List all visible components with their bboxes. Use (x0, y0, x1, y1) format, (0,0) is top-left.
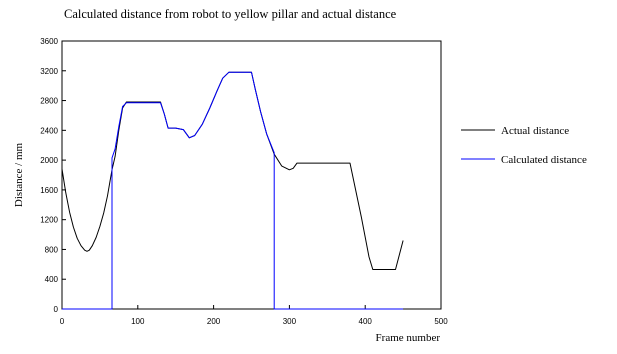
x-tick-label: 100 (131, 317, 145, 326)
y-tick-label: 2400 (40, 126, 58, 135)
series-layer (61, 71, 404, 310)
y-tick-label: 1200 (40, 216, 58, 225)
x-tick-label: 0 (60, 317, 65, 326)
y-tick-label: 400 (45, 275, 59, 284)
x-axis-label: Frame number (376, 332, 441, 344)
series-line-calculated-distance (62, 71, 404, 310)
series-line-actual-distance (61, 71, 404, 270)
chart-title: Calculated distance from robot to yellow… (64, 7, 397, 21)
x-tick-label: 500 (434, 317, 448, 326)
y-tick-label: 2800 (40, 97, 58, 106)
y-tick-label: 3200 (40, 67, 58, 76)
x-tick-label: 200 (207, 317, 221, 326)
y-tick-label: 0 (54, 305, 59, 314)
y-tick-label: 1600 (40, 186, 58, 195)
legend: Actual distance Calculated distance (461, 125, 587, 166)
axis-ticks: 0 400 800 1200 1600 2000 2400 2800 3200 3600 0 100 2… (40, 37, 448, 326)
y-axis-label: Distance / mm (13, 142, 25, 207)
y-tick-label: 800 (45, 245, 59, 254)
plot-frame (61, 40, 442, 310)
y-tick-label: 3600 (40, 37, 58, 46)
legend-label-actual-distance: Actual distance (501, 125, 569, 137)
x-tick-label: 400 (359, 317, 373, 326)
y-tick-label: 2000 (40, 156, 58, 165)
x-tick-label: 300 (283, 317, 297, 326)
legend-label-calculated-distance: Calculated distance (501, 154, 587, 166)
